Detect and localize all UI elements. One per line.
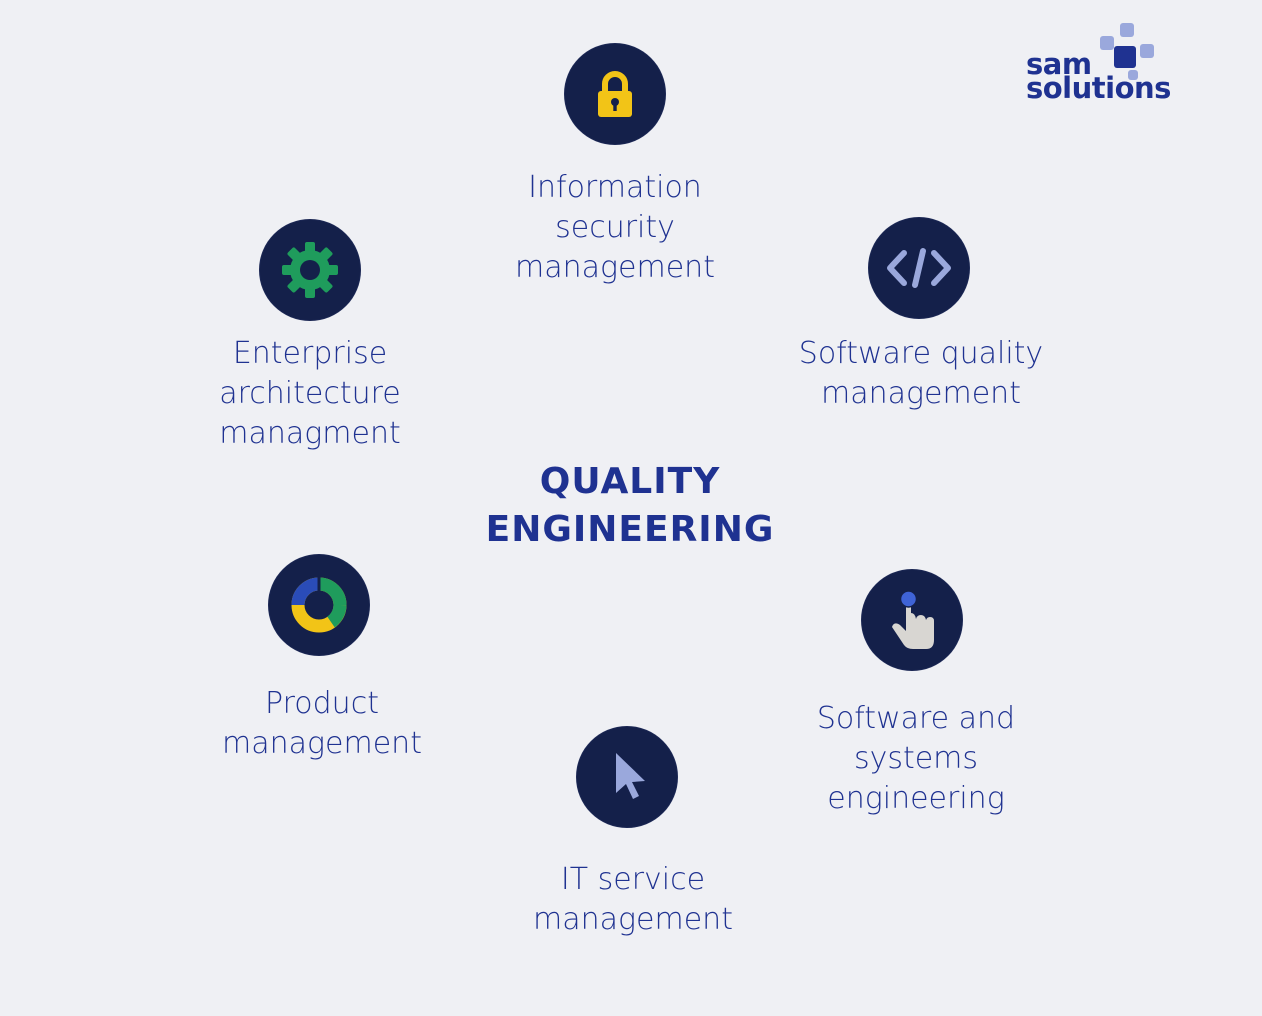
it-service-node-circle bbox=[577, 727, 677, 827]
software-quality-label-line: Software quality bbox=[798, 336, 1044, 371]
code-icon bbox=[887, 248, 951, 288]
infosec-label: Information security management bbox=[475, 168, 755, 288]
logo-wordmark: sam solutions bbox=[1026, 47, 1171, 105]
logo-square bbox=[1120, 23, 1134, 37]
lock-icon bbox=[598, 71, 632, 117]
infosec-node-circle bbox=[565, 44, 665, 144]
logo-square bbox=[1100, 36, 1114, 50]
product-label-line: Product bbox=[265, 686, 379, 721]
systems-engineering-label-line: Software and bbox=[816, 701, 1016, 736]
product-label-line: management bbox=[222, 726, 422, 761]
systems-engineering-node-circle bbox=[862, 570, 962, 670]
center-title-line-1: QUALITY bbox=[539, 461, 721, 502]
enterprise-node-circle bbox=[260, 220, 360, 320]
product-label: Product management bbox=[192, 684, 452, 764]
logo-square bbox=[1114, 46, 1136, 68]
software-quality-label-line: management bbox=[821, 376, 1021, 411]
logo-square bbox=[1128, 70, 1138, 80]
donut-chart-icon bbox=[291, 577, 347, 633]
software-quality-label: Software quality management bbox=[776, 334, 1066, 414]
enterprise-label-line: Enterprise bbox=[232, 336, 388, 371]
logo-line-2: solutions bbox=[1026, 71, 1171, 105]
product-node-circle bbox=[269, 555, 369, 655]
pointing-hand-icon bbox=[892, 590, 934, 649]
enterprise-label: Enterprise architecture managment bbox=[180, 334, 440, 454]
infosec-label-line: security bbox=[555, 210, 675, 245]
center-title: QUALITY ENGINEERING bbox=[440, 458, 820, 554]
software-quality-node-circle bbox=[869, 218, 969, 318]
center-title-line-2: ENGINEERING bbox=[485, 509, 775, 550]
it-service-label-line: IT service bbox=[560, 862, 706, 897]
enterprise-label-line: managment bbox=[219, 416, 401, 451]
cursor-arrow-icon bbox=[616, 753, 645, 799]
systems-engineering-label: Software and systems engineering bbox=[776, 699, 1056, 819]
samsolutions-logo: sam solutions bbox=[1022, 18, 1222, 108]
gear-icon bbox=[282, 242, 338, 298]
systems-engineering-label-line: engineering bbox=[827, 781, 1005, 816]
it-service-label-line: management bbox=[533, 902, 733, 937]
logo-line-1: sam bbox=[1026, 47, 1092, 81]
enterprise-label-line: architecture bbox=[219, 376, 401, 411]
infosec-label-line: management bbox=[515, 250, 715, 285]
logo-square bbox=[1140, 44, 1154, 58]
infosec-label-line: Information bbox=[528, 170, 702, 205]
systems-engineering-label-line: systems bbox=[853, 741, 979, 776]
it-service-label: IT service management bbox=[493, 860, 773, 940]
